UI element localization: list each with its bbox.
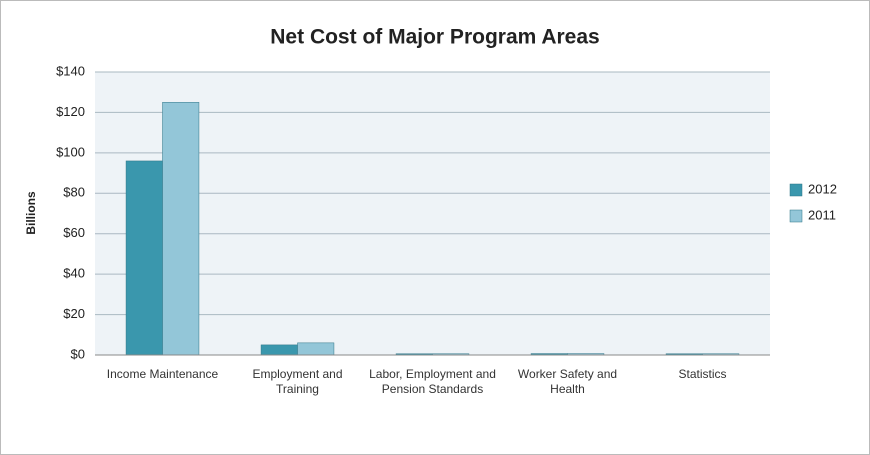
chart-title: Net Cost of Major Program Areas bbox=[270, 26, 599, 49]
y-tick-label: $0 bbox=[71, 346, 85, 361]
x-tick-label-box: Statistics bbox=[678, 367, 727, 381]
y-tick-label: $80 bbox=[63, 185, 85, 200]
y-tick-label: $60 bbox=[63, 225, 85, 240]
legend-label: 2011 bbox=[808, 207, 836, 222]
y-tick-label: $100 bbox=[56, 144, 85, 159]
x-tick-label: Income Maintenance bbox=[106, 367, 219, 381]
y-tick-label: $20 bbox=[63, 306, 85, 321]
x-tick-label-box: Employment and Training bbox=[252, 367, 343, 396]
y-tick-label: $140 bbox=[56, 63, 85, 78]
y-tick-label: $40 bbox=[63, 266, 85, 281]
legend-swatch bbox=[789, 209, 803, 223]
x-tick-label: Labor, Employment and Pension Standards bbox=[369, 367, 496, 396]
y-tick-label: $120 bbox=[56, 104, 85, 119]
bar bbox=[162, 102, 200, 356]
bar bbox=[260, 344, 298, 356]
x-tick-label-box: Worker Safety and Health bbox=[517, 367, 618, 396]
bar bbox=[125, 160, 163, 356]
x-tick-label: Employment and Training bbox=[252, 367, 343, 396]
x-tick-label-box: Labor, Employment and Pension Standards bbox=[369, 367, 496, 396]
y-axis-label: Billions bbox=[24, 191, 38, 235]
plot-area bbox=[95, 72, 770, 355]
legend-swatch bbox=[789, 183, 803, 197]
x-tick-label: Statistics bbox=[678, 367, 727, 381]
bar bbox=[297, 342, 335, 356]
legend-label: 2012 bbox=[808, 181, 837, 196]
x-tick-label: Worker Safety and Health bbox=[517, 367, 618, 396]
x-tick-label-box: Income Maintenance bbox=[106, 367, 219, 381]
